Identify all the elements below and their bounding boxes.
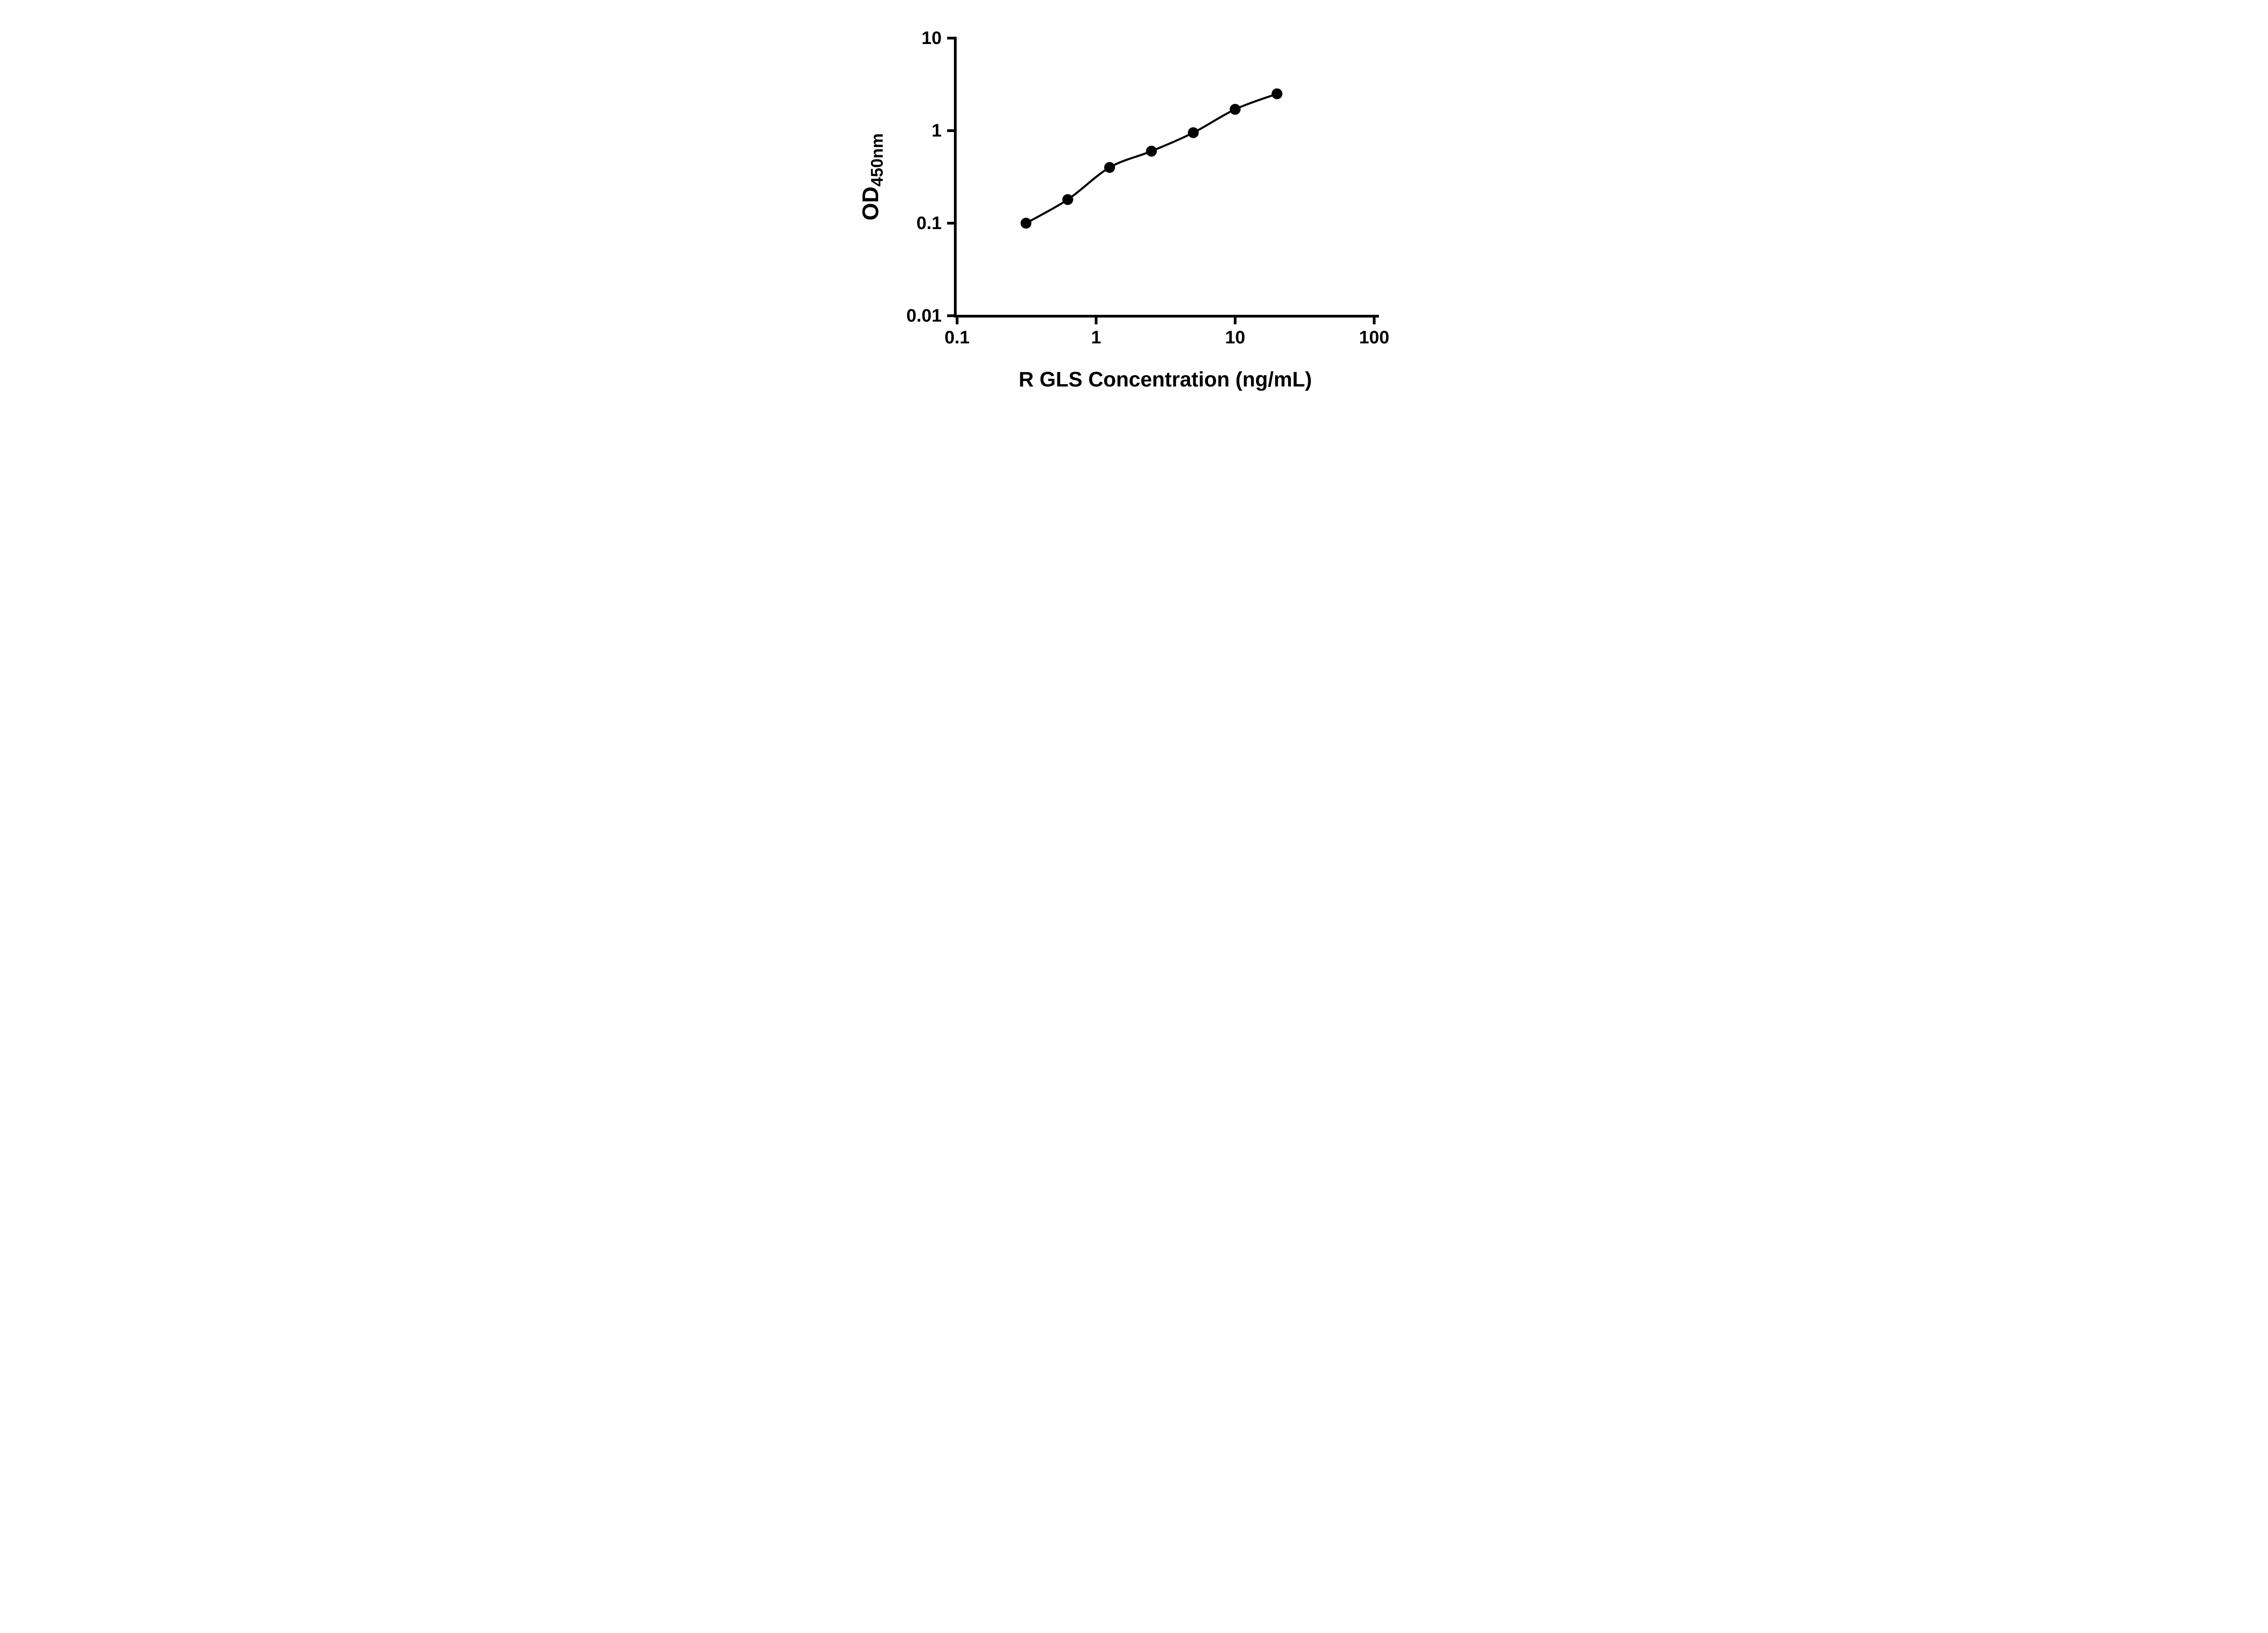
- y-axis-title-main: OD: [858, 186, 883, 220]
- y-tick-label: 0.1: [916, 213, 942, 233]
- data-point: [1062, 194, 1073, 205]
- x-tick-label: 1: [1091, 328, 1101, 347]
- data-point: [1145, 146, 1157, 157]
- y-axis-title: OD450nm: [858, 133, 886, 220]
- x-tick-label: 100: [1359, 328, 1389, 347]
- y-tick-label: 0.01: [906, 306, 942, 326]
- data-point: [1020, 218, 1031, 229]
- data-point: [1271, 88, 1282, 99]
- x-tick-label: 10: [1225, 328, 1245, 347]
- x-axis-title: R GLS Concentration (ng/mL): [1018, 367, 1312, 391]
- axes-layer: [953, 37, 1379, 318]
- y-axis-title-subscript: 450nm: [868, 133, 886, 186]
- plot-layer: [1020, 88, 1282, 229]
- y-tick-label: 1: [931, 121, 941, 141]
- data-point: [1188, 127, 1199, 138]
- data-point: [1229, 103, 1241, 115]
- y-tick-label: 10: [921, 28, 942, 48]
- data-point: [1104, 162, 1115, 173]
- elisa-standard-curve-chart: 0.1 1 10 100 0.01 0.1 1 10 R GLS Concentration …: [842, 0, 1426, 408]
- x-tick-label: 0.1: [944, 328, 970, 347]
- fit-curve: [1025, 93, 1277, 224]
